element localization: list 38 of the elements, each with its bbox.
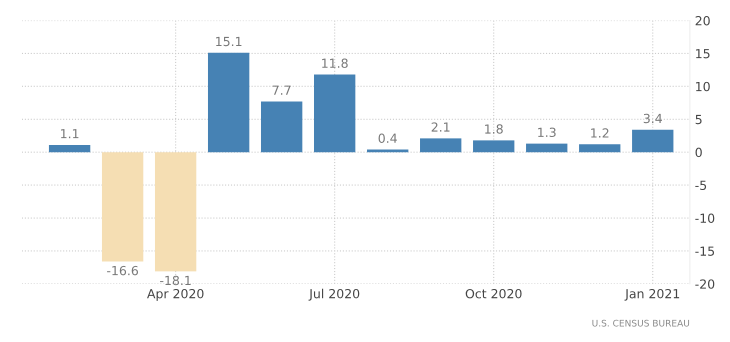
data-label: 2.1 [432, 122, 450, 132]
bar [48, 144, 90, 152]
y-tick-label: -20 [695, 279, 714, 289]
y-tick-label: 15 [696, 49, 710, 58]
x-tick-label: Apr 2020 [147, 288, 204, 301]
data-label: 0.4 [378, 134, 397, 143]
y-tick-label: 20 [696, 16, 710, 26]
bar [102, 152, 144, 262]
y-tick-label: 0 [696, 148, 702, 158]
x-tick-label: Oct 2020 [466, 288, 522, 298]
y-tick-label: 10 [696, 82, 710, 92]
data-label: 1.1 [61, 129, 78, 138]
x-tick-label: Jul 2020 [308, 288, 360, 301]
data-label: 7.7 [272, 86, 291, 95]
bar [314, 74, 356, 152]
bar [260, 101, 302, 152]
y-tick-label: 5 [696, 114, 702, 124]
data-label: -18.1 [160, 276, 191, 286]
x-tick-label: Jan 2021 [624, 288, 680, 301]
bar [526, 144, 568, 152]
data-label: 1.2 [591, 128, 608, 138]
text: U.S. CENSUS BUREAU [592, 320, 690, 327]
bar [632, 130, 674, 152]
bar [579, 144, 620, 152]
data-label: -16.6 [107, 266, 138, 276]
bar [208, 52, 250, 152]
data-label: 15.1 [216, 36, 242, 46]
data-label: 11.8 [322, 58, 348, 68]
bar [420, 138, 462, 152]
data-label: 3.4 [644, 114, 662, 124]
bar [367, 150, 408, 152]
data-label: 1.3 [538, 128, 556, 138]
y-tick-label: -10 [695, 213, 714, 223]
bar [154, 152, 196, 272]
y-tick-label: -5 [695, 180, 706, 190]
bar [473, 140, 514, 152]
y-tick-label: -15 [695, 246, 714, 256]
data-label: 1.8 [485, 124, 503, 134]
